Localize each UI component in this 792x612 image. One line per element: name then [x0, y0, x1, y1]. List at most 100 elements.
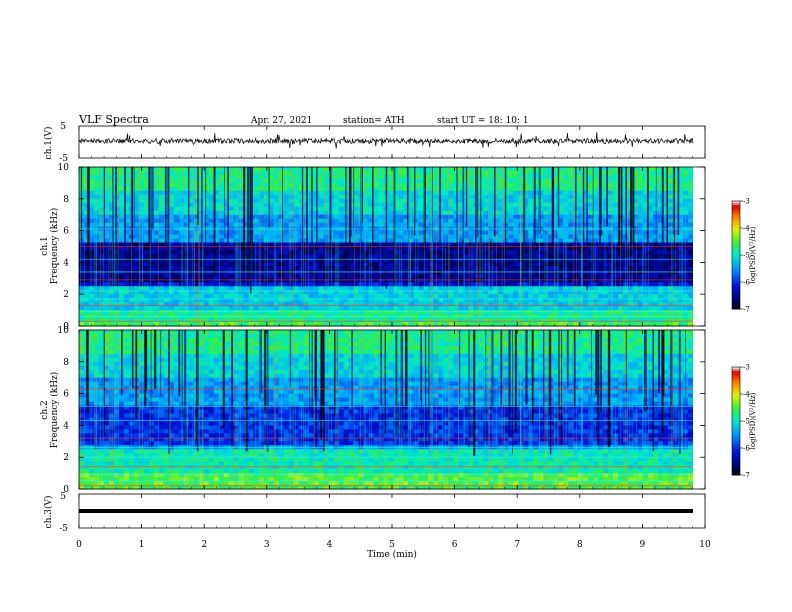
spectrogram-cell — [293, 322, 300, 327]
spectrogram-cell — [218, 258, 225, 264]
spectrogram-cell — [568, 322, 574, 327]
spectrogram-cell — [268, 258, 275, 264]
spectrogram-cell — [588, 242, 594, 248]
spectrogram-cell — [653, 182, 659, 188]
spectrogram-cell — [668, 210, 674, 216]
spectrogram-cell — [223, 206, 230, 212]
spectrogram-cell — [478, 270, 484, 275]
spectrogram-cell — [653, 170, 659, 176]
spectrogram-cell — [353, 238, 360, 244]
spectrogram-cell — [363, 206, 370, 212]
spectrogram-cell — [263, 246, 270, 252]
spectrogram-cell — [143, 170, 150, 176]
spectrogram-cell — [593, 202, 599, 208]
spectrogram-cell — [603, 290, 609, 295]
spectrogram-cell — [98, 278, 105, 283]
spectrogram-cell — [238, 210, 245, 216]
spectrogram-cell — [578, 198, 584, 204]
spectrogram-cell — [523, 286, 529, 291]
spectrogram-cell — [603, 318, 609, 323]
spectrogram-cell — [173, 186, 180, 192]
spectrogram-cell — [98, 230, 105, 236]
spectrogram-cell — [403, 198, 410, 204]
spectrogram-cell — [273, 298, 280, 303]
spectrogram-cell — [568, 282, 574, 287]
spectrogram-cell — [88, 206, 95, 212]
spectrogram-cell — [318, 167, 325, 172]
spectrogram-cell — [608, 178, 614, 184]
spectrogram-cell — [598, 274, 604, 279]
spectrogram-streak — [251, 167, 254, 275]
spectrogram-cell — [273, 242, 280, 248]
spectrogram-cell — [418, 190, 425, 196]
spectrogram-cell — [678, 234, 684, 240]
spectrogram-cell — [373, 222, 380, 228]
spectrogram-cell — [79, 266, 85, 271]
spectrogram-cell — [593, 282, 599, 287]
spectrogram-cell — [113, 270, 120, 275]
spectrogram-cell — [528, 270, 534, 275]
spectrogram-cell — [393, 278, 400, 283]
spectrogram-cell — [253, 234, 260, 240]
spectrogram-cell — [133, 222, 140, 228]
spectrogram-cell — [458, 274, 464, 279]
spectrogram-cell — [93, 230, 100, 236]
spectrogram-cell — [158, 182, 165, 188]
spectrogram-cell — [558, 298, 564, 303]
spectrogram-cell — [638, 182, 644, 188]
spectrogram-cell — [603, 230, 609, 236]
spectrogram-cell — [298, 238, 305, 244]
spectrogram-cell — [423, 242, 430, 248]
spectrogram-cell — [583, 282, 589, 287]
spectrogram-cell — [608, 318, 614, 323]
spectrogram-cell — [293, 170, 300, 176]
spectrogram-cell — [158, 278, 165, 283]
spectrogram-cell — [338, 218, 345, 224]
spectrogram-cell — [108, 298, 115, 303]
spectrogram-cell — [468, 167, 474, 172]
spectrogram-cell — [203, 318, 210, 323]
spectrogram-cell — [228, 254, 235, 260]
spectrogram-cell — [413, 210, 420, 216]
spectrogram-cell — [423, 270, 430, 275]
spectrogram-cell — [183, 206, 190, 212]
spectrogram-cell — [468, 262, 474, 267]
spectrogram-cell — [473, 274, 479, 279]
spectrogram-cell — [313, 298, 320, 303]
spectrogram-cell — [213, 202, 220, 208]
spectrogram-cell — [298, 206, 305, 212]
spectrogram-cell — [448, 262, 454, 267]
spectrogram-cell — [428, 302, 435, 307]
spectrogram-cell — [583, 190, 589, 196]
spectrogram-cell — [403, 194, 410, 200]
spectrogram-cell — [383, 302, 390, 307]
spectrogram-cell — [638, 262, 644, 267]
spectrogram-cell — [318, 178, 325, 184]
spectrogram-cell — [523, 186, 529, 192]
spectrogram-cell — [333, 174, 340, 180]
spectrogram-cell — [548, 218, 554, 224]
spectrogram-cell — [503, 294, 509, 299]
spectrogram-cell — [513, 270, 519, 275]
spectrogram-cell — [548, 274, 554, 279]
spectrogram-cell — [123, 254, 130, 260]
spectrogram-cell — [333, 202, 340, 208]
spectrogram-cell — [533, 198, 539, 204]
spectrogram-cell — [508, 234, 514, 240]
spectrogram-cell — [308, 322, 315, 327]
spectrogram-cell — [503, 274, 509, 279]
spectrogram-cell — [88, 242, 95, 248]
spectrogram-cell — [608, 167, 614, 172]
spectrogram-cell — [293, 298, 300, 303]
spectrogram-cell — [273, 258, 280, 264]
spectrogram-cell — [388, 178, 395, 184]
spectrogram-cell — [263, 254, 270, 260]
spectrogram-cell — [238, 194, 245, 200]
spectrogram-cell — [503, 282, 509, 287]
spectrogram-cell — [508, 242, 514, 248]
spectrogram-cell — [243, 167, 250, 172]
spectrogram-cell — [458, 190, 464, 196]
spectrogram-cell — [448, 186, 454, 192]
spectrogram-cell — [318, 258, 325, 264]
